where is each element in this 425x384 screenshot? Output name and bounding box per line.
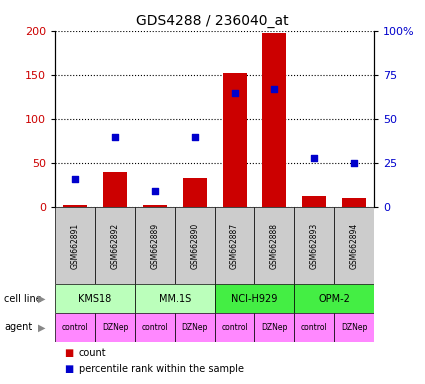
Text: GSM662892: GSM662892	[110, 223, 119, 269]
Point	[351, 160, 357, 166]
Text: GDS4288 / 236040_at: GDS4288 / 236040_at	[136, 14, 289, 28]
Bar	[135, 284, 215, 313]
Bar	[255, 313, 294, 342]
Text: OPM-2: OPM-2	[318, 293, 350, 304]
Bar	[95, 313, 135, 342]
Bar	[63, 205, 87, 207]
Bar	[302, 196, 326, 207]
Bar	[103, 172, 127, 207]
Bar	[135, 207, 175, 284]
Text: control: control	[301, 323, 328, 332]
Text: GSM662888: GSM662888	[270, 223, 279, 269]
Bar	[255, 207, 294, 284]
Point	[271, 86, 278, 92]
Bar	[294, 284, 374, 313]
Text: ▶: ▶	[38, 293, 45, 304]
Point	[311, 155, 317, 161]
Bar	[175, 207, 215, 284]
Text: control: control	[62, 323, 88, 332]
Bar	[215, 284, 294, 313]
Text: DZNep: DZNep	[102, 323, 128, 332]
Text: DZNep: DZNep	[261, 323, 288, 332]
Point	[112, 134, 119, 140]
Bar	[143, 205, 167, 207]
Bar	[175, 313, 215, 342]
Text: ▶: ▶	[38, 322, 45, 333]
Text: count: count	[79, 348, 106, 358]
Text: GSM662891: GSM662891	[71, 223, 79, 269]
Text: control: control	[142, 323, 168, 332]
Bar	[135, 313, 175, 342]
Point	[231, 89, 238, 96]
Text: cell line: cell line	[4, 293, 42, 304]
Text: GSM662889: GSM662889	[150, 223, 159, 269]
Bar	[55, 313, 95, 342]
Point	[191, 134, 198, 140]
Text: agent: agent	[4, 322, 32, 333]
Bar	[215, 313, 255, 342]
Text: GSM662893: GSM662893	[310, 223, 319, 269]
Bar	[183, 178, 207, 207]
Text: ■: ■	[64, 364, 73, 374]
Text: GSM662894: GSM662894	[350, 223, 359, 269]
Point	[151, 189, 158, 195]
Bar	[215, 207, 255, 284]
Bar	[294, 313, 334, 342]
Text: DZNep: DZNep	[341, 323, 367, 332]
Text: control: control	[221, 323, 248, 332]
Bar	[342, 198, 366, 207]
Text: GSM662890: GSM662890	[190, 223, 199, 269]
Bar	[262, 33, 286, 207]
Bar	[55, 207, 95, 284]
Bar	[223, 73, 246, 207]
Bar	[334, 207, 374, 284]
Text: DZNep: DZNep	[181, 323, 208, 332]
Text: percentile rank within the sample: percentile rank within the sample	[79, 364, 244, 374]
Bar	[334, 313, 374, 342]
Point	[72, 176, 79, 182]
Text: ■: ■	[64, 348, 73, 358]
Bar	[55, 284, 135, 313]
Bar	[95, 207, 135, 284]
Bar	[294, 207, 334, 284]
Text: NCI-H929: NCI-H929	[231, 293, 278, 304]
Text: MM.1S: MM.1S	[159, 293, 191, 304]
Text: KMS18: KMS18	[79, 293, 112, 304]
Text: GSM662887: GSM662887	[230, 223, 239, 269]
